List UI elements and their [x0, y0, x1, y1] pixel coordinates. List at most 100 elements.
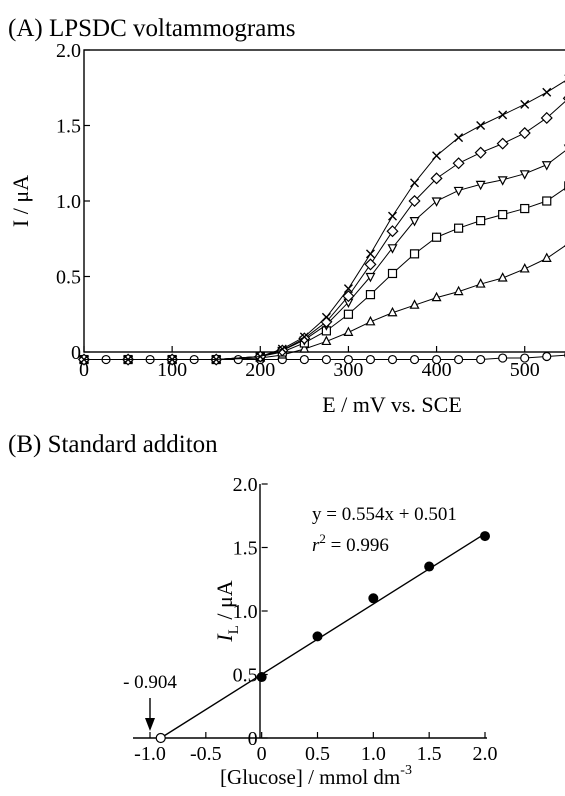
series-open-circle — [155, 732, 166, 744]
data-point-diamond — [452, 157, 465, 170]
panel-b-xtick-label: 0.5 — [305, 743, 330, 765]
panel-a-ytick-label: 0.5 — [56, 267, 81, 289]
data-point-diamond — [342, 290, 355, 303]
data-point-square — [431, 232, 442, 242]
data-point-square — [542, 196, 552, 206]
data-point-triangle-up — [321, 335, 332, 346]
data-point-circle — [233, 354, 243, 365]
data-point-cross — [343, 284, 353, 294]
panel-b-xtick-label: 2.0 — [473, 743, 498, 765]
data-point-triangle-up — [519, 263, 530, 273]
data-point-diamond — [540, 111, 553, 124]
data-point-diamond — [496, 137, 509, 150]
panel-a-xtick-label: 0 — [79, 359, 89, 381]
data-point-triangle-up — [365, 315, 376, 326]
panel-b-ytick-label: 2.0 — [233, 474, 258, 496]
panel-b-xtick-label: 0 — [257, 743, 267, 765]
fit-equation: y = 0.554x + 0.501 — [312, 504, 457, 525]
series-square — [79, 181, 565, 365]
panel-b-axes: -1.0 -0.5 0 0.5 1.0 1.5 2.0 0 0.5 1.0 1.5 2.0 — [134, 474, 497, 765]
panel-a-title: (A) LPSDC voltammograms — [8, 15, 296, 42]
panel-b-xlabel-exponent: -3 — [400, 763, 412, 778]
data-point-cross — [454, 133, 464, 143]
panel-b-ytick-label: 1.0 — [233, 601, 258, 623]
panel-a-ytick-label: 1.0 — [56, 191, 81, 213]
data-point-circle — [542, 351, 552, 362]
data-point-cross — [211, 355, 221, 365]
data-point-triangle-up — [497, 272, 508, 282]
data-point-cross — [123, 355, 133, 365]
panel-b: (B) Standard additon -1.0 -0.5 0 0.5 1.0 1.5 2… — [8, 431, 498, 789]
series-filled-circle — [256, 531, 490, 683]
panel-a-series — [77, 74, 565, 366]
data-point-circle — [498, 353, 508, 363]
data-point-cross — [277, 344, 287, 354]
data-point-filled-circle — [368, 593, 379, 604]
data-point-square — [520, 203, 530, 214]
data-point-open-circle — [155, 732, 166, 744]
panel-a-ytick-label: 1.5 — [56, 116, 81, 138]
series-triangle-down — [79, 144, 565, 366]
data-point-circle — [321, 354, 331, 365]
data-point-cross — [365, 249, 375, 259]
panel-b-xtick-label: -0.5 — [190, 743, 222, 765]
data-point-cross — [542, 87, 552, 97]
panel-b-xlabel: [Glucose] / mmol dm-3 — [220, 763, 412, 789]
data-point-cross — [255, 352, 265, 362]
data-point-diamond — [386, 225, 399, 238]
data-point-diamond — [474, 146, 487, 159]
data-point-cross — [520, 99, 530, 109]
data-point-triangle-down — [387, 244, 398, 254]
data-point-cross — [432, 151, 442, 161]
data-point-square — [454, 223, 464, 233]
data-point-filled-circle — [312, 631, 323, 642]
panel-a-xtick-label: 400 — [422, 359, 452, 381]
data-point-triangle-down — [431, 197, 442, 207]
data-point-diamond — [430, 172, 443, 185]
panel-b-xtick-label: 1.5 — [417, 743, 442, 765]
series-diamond — [77, 96, 565, 366]
data-point-diamond — [298, 332, 311, 345]
series-line-triangle-down — [84, 150, 565, 361]
panel-b-ytick-label: 1.5 — [233, 538, 258, 560]
data-point-triangle-up — [299, 343, 310, 353]
data-point-filled-circle — [256, 672, 267, 683]
data-point-diamond — [408, 194, 421, 208]
data-point-circle — [476, 354, 486, 365]
data-point-triangle-down — [475, 180, 486, 191]
series-line-diamond — [84, 101, 565, 361]
data-point-triangle-down — [453, 186, 464, 197]
r-squared-value: = 0.996 — [326, 535, 389, 556]
panel-b-ytick-label: 0 — [248, 728, 258, 750]
intercept-label: - 0.904 — [123, 672, 177, 693]
panel-b-ytick-label: 0.5 — [233, 665, 258, 687]
data-point-triangle-up — [541, 252, 552, 262]
data-point-circle — [299, 354, 309, 365]
data-point-filled-circle — [424, 561, 435, 572]
panel-a-axes: 010020030040050060070000.51.01.52.0 — [56, 40, 540, 381]
panel-a-xtick-label: 500 — [510, 359, 540, 381]
data-point-triangle-up — [343, 326, 354, 336]
data-point-square — [387, 268, 398, 279]
data-point-triangle-up — [453, 285, 464, 296]
panel-b-ylabel-subscript: L — [226, 625, 242, 634]
data-point-circle — [365, 354, 376, 365]
panel-a-ytick-label: 0 — [71, 342, 81, 364]
data-point-circle — [431, 354, 442, 365]
panel-a-frame — [83, 49, 565, 353]
panel-a-xlabel: E / mV vs. SCE — [322, 392, 462, 417]
data-point-triangle-up — [409, 299, 420, 309]
series-line-cross — [84, 80, 565, 361]
r-squared-symbol: r — [312, 535, 320, 556]
panel-b-title: (B) Standard additon — [8, 431, 218, 458]
panel-a-ytick-label: 2.0 — [56, 40, 81, 62]
data-point-cross — [79, 355, 89, 365]
data-point-triangle-up — [387, 306, 398, 317]
data-point-circle — [409, 354, 420, 365]
data-point-square — [498, 209, 508, 220]
data-point-cross — [321, 312, 331, 322]
r-squared-exponent: 2 — [319, 531, 326, 546]
data-point-triangle-down — [497, 176, 508, 186]
data-point-triangle-down — [409, 217, 420, 227]
